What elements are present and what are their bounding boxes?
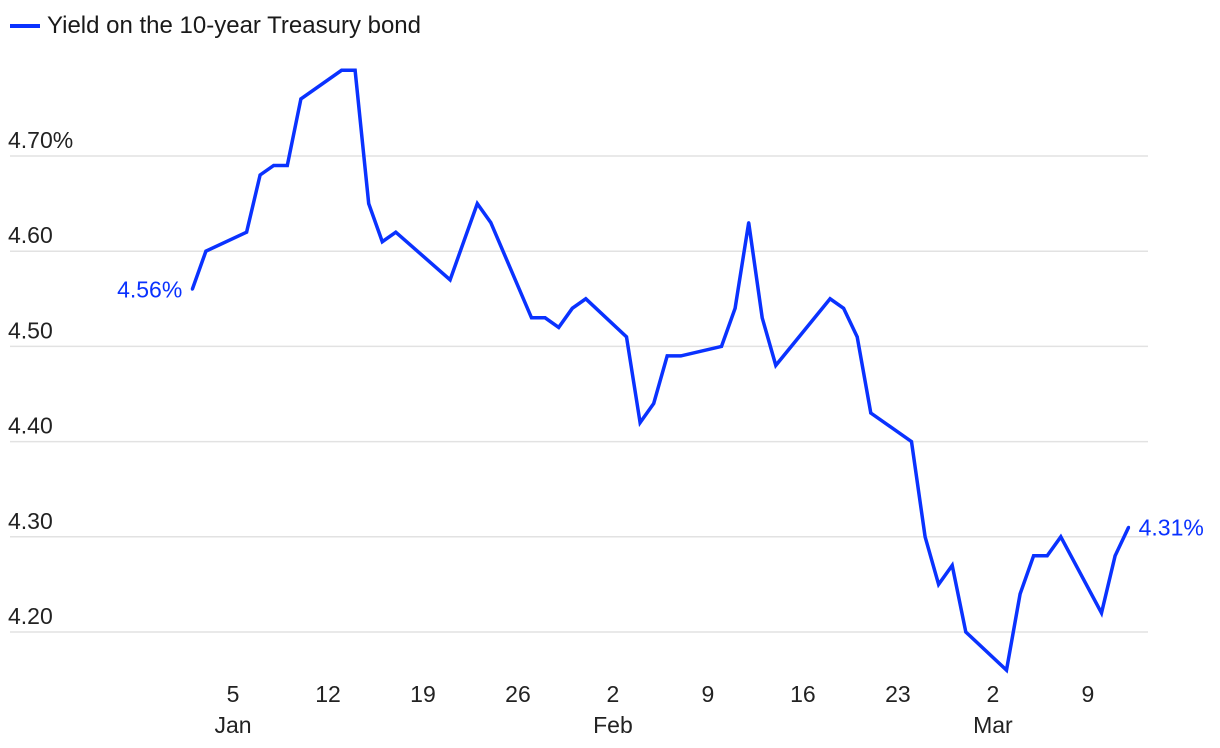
x-tick-month-label: Feb	[593, 712, 633, 738]
grid-lines	[10, 155, 1148, 633]
data-point	[475, 202, 479, 206]
data-point	[937, 582, 941, 586]
y-tick-label: 4.40	[8, 413, 53, 439]
data-point	[1113, 554, 1117, 558]
data-point	[258, 173, 262, 177]
data-point	[910, 440, 913, 444]
data-point	[190, 287, 194, 291]
data-point	[760, 316, 764, 320]
y-tick-label: 4.50	[8, 317, 53, 343]
data-point	[950, 563, 954, 567]
data-point	[638, 421, 642, 425]
end-value-label: 4.31%	[1139, 514, 1204, 540]
data-point	[204, 249, 208, 253]
x-tick-label: 19	[410, 681, 436, 707]
data-point	[340, 68, 344, 72]
y-tick-label: 4.60	[8, 222, 53, 248]
data-point	[625, 335, 628, 339]
data-point	[733, 306, 737, 310]
data-point	[584, 297, 588, 301]
x-tick-label: 5	[227, 681, 240, 707]
data-point	[855, 335, 859, 339]
data-point	[652, 402, 656, 405]
data-point	[367, 202, 371, 206]
legend: Yield on the 10-year Treasury bond	[10, 12, 421, 40]
data-point	[543, 316, 547, 320]
x-axis-ticks: 5 Jan 12 19 26 2 Feb 9 16 23 2 Mar 9	[214, 681, 1094, 738]
x-tick-label: 9	[702, 681, 715, 707]
series-line	[190, 68, 1131, 674]
data-point	[720, 344, 723, 348]
series-layer	[190, 68, 1131, 674]
legend-label: Yield on the 10-year Treasury bond	[47, 12, 422, 39]
data-point	[964, 630, 968, 634]
end-labels: 4.56% 4.31%	[117, 276, 1204, 540]
data-point	[1018, 592, 1022, 596]
legend-swatch	[10, 24, 40, 28]
x-tick-month-label: Jan	[214, 712, 251, 738]
y-tick-label: 4.30	[8, 508, 53, 534]
data-point	[923, 535, 927, 539]
y-tick-label: 4.20	[8, 603, 53, 629]
data-point	[353, 68, 357, 72]
x-tick-label: 2	[607, 681, 620, 707]
data-point	[1032, 554, 1036, 558]
data-point	[245, 230, 249, 234]
data-point	[1045, 554, 1049, 558]
x-tick-label: 23	[885, 681, 911, 707]
data-point	[1005, 668, 1008, 672]
data-point	[869, 411, 873, 415]
data-point	[747, 221, 751, 225]
data-point	[285, 164, 289, 167]
data-point	[1127, 525, 1131, 529]
data-point	[272, 164, 276, 167]
data-point	[530, 316, 533, 320]
data-point	[1100, 611, 1103, 615]
x-tick-label: 26	[505, 681, 531, 707]
data-point	[394, 230, 398, 234]
data-point	[462, 240, 466, 244]
data-point	[557, 325, 561, 329]
x-tick-label: 9	[1082, 681, 1095, 707]
data-point	[570, 306, 574, 310]
data-point	[665, 354, 669, 358]
data-point	[1059, 535, 1063, 539]
x-tick-label: 12	[315, 681, 341, 707]
y-tick-label: 4.70%	[8, 127, 73, 153]
data-point	[774, 363, 778, 367]
data-point	[299, 97, 303, 101]
data-point	[448, 278, 452, 282]
data-point	[828, 297, 832, 301]
x-tick-month-label: Mar	[973, 712, 1013, 738]
x-tick-label: 16	[790, 681, 816, 707]
y-axis-ticks: 4.70% 4.60 4.50 4.40 4.30 4.20	[8, 127, 73, 629]
data-point	[842, 306, 846, 310]
data-point	[380, 240, 384, 244]
start-value-label: 4.56%	[117, 276, 182, 302]
x-tick-label: 2	[987, 681, 1000, 707]
data-point	[679, 354, 683, 358]
data-point	[489, 221, 493, 225]
